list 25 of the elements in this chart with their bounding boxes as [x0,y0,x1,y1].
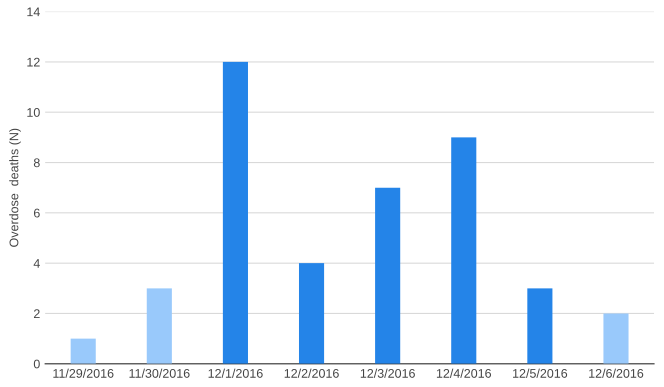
bar [222,62,248,364]
x-tick-label: 11/30/2016 [129,368,190,378]
bar [298,263,324,364]
x-tick-label: 12/3/2016 [360,368,415,378]
y-tick-label: 10 [27,108,40,117]
y-tick-label: 4 [34,259,40,268]
bar [451,137,476,364]
x-tick-label: 12/6/2016 [589,368,644,378]
y-tick-label: 12 [27,58,40,66]
x-tick-label: 12/1/2016 [208,368,263,378]
bar [527,288,552,364]
y-axis-title: Overdose deaths (N) [9,128,21,247]
bar [375,188,400,364]
y-tick-label: 14 [27,8,40,16]
bar [146,288,172,364]
bar [70,338,96,364]
bar [603,313,629,364]
y-tick-label: 0 [34,360,40,368]
x-tick-label: 12/5/2016 [513,368,568,378]
x-tick-label: 12/2/2016 [284,368,339,378]
y-tick-label: 2 [34,309,40,318]
x-tick-label: 11/29/2016 [53,368,114,378]
x-tick-label: 12/4/2016 [436,368,492,378]
y-tick-label: 8 [34,158,40,168]
y-tick-label: 6 [34,208,40,218]
